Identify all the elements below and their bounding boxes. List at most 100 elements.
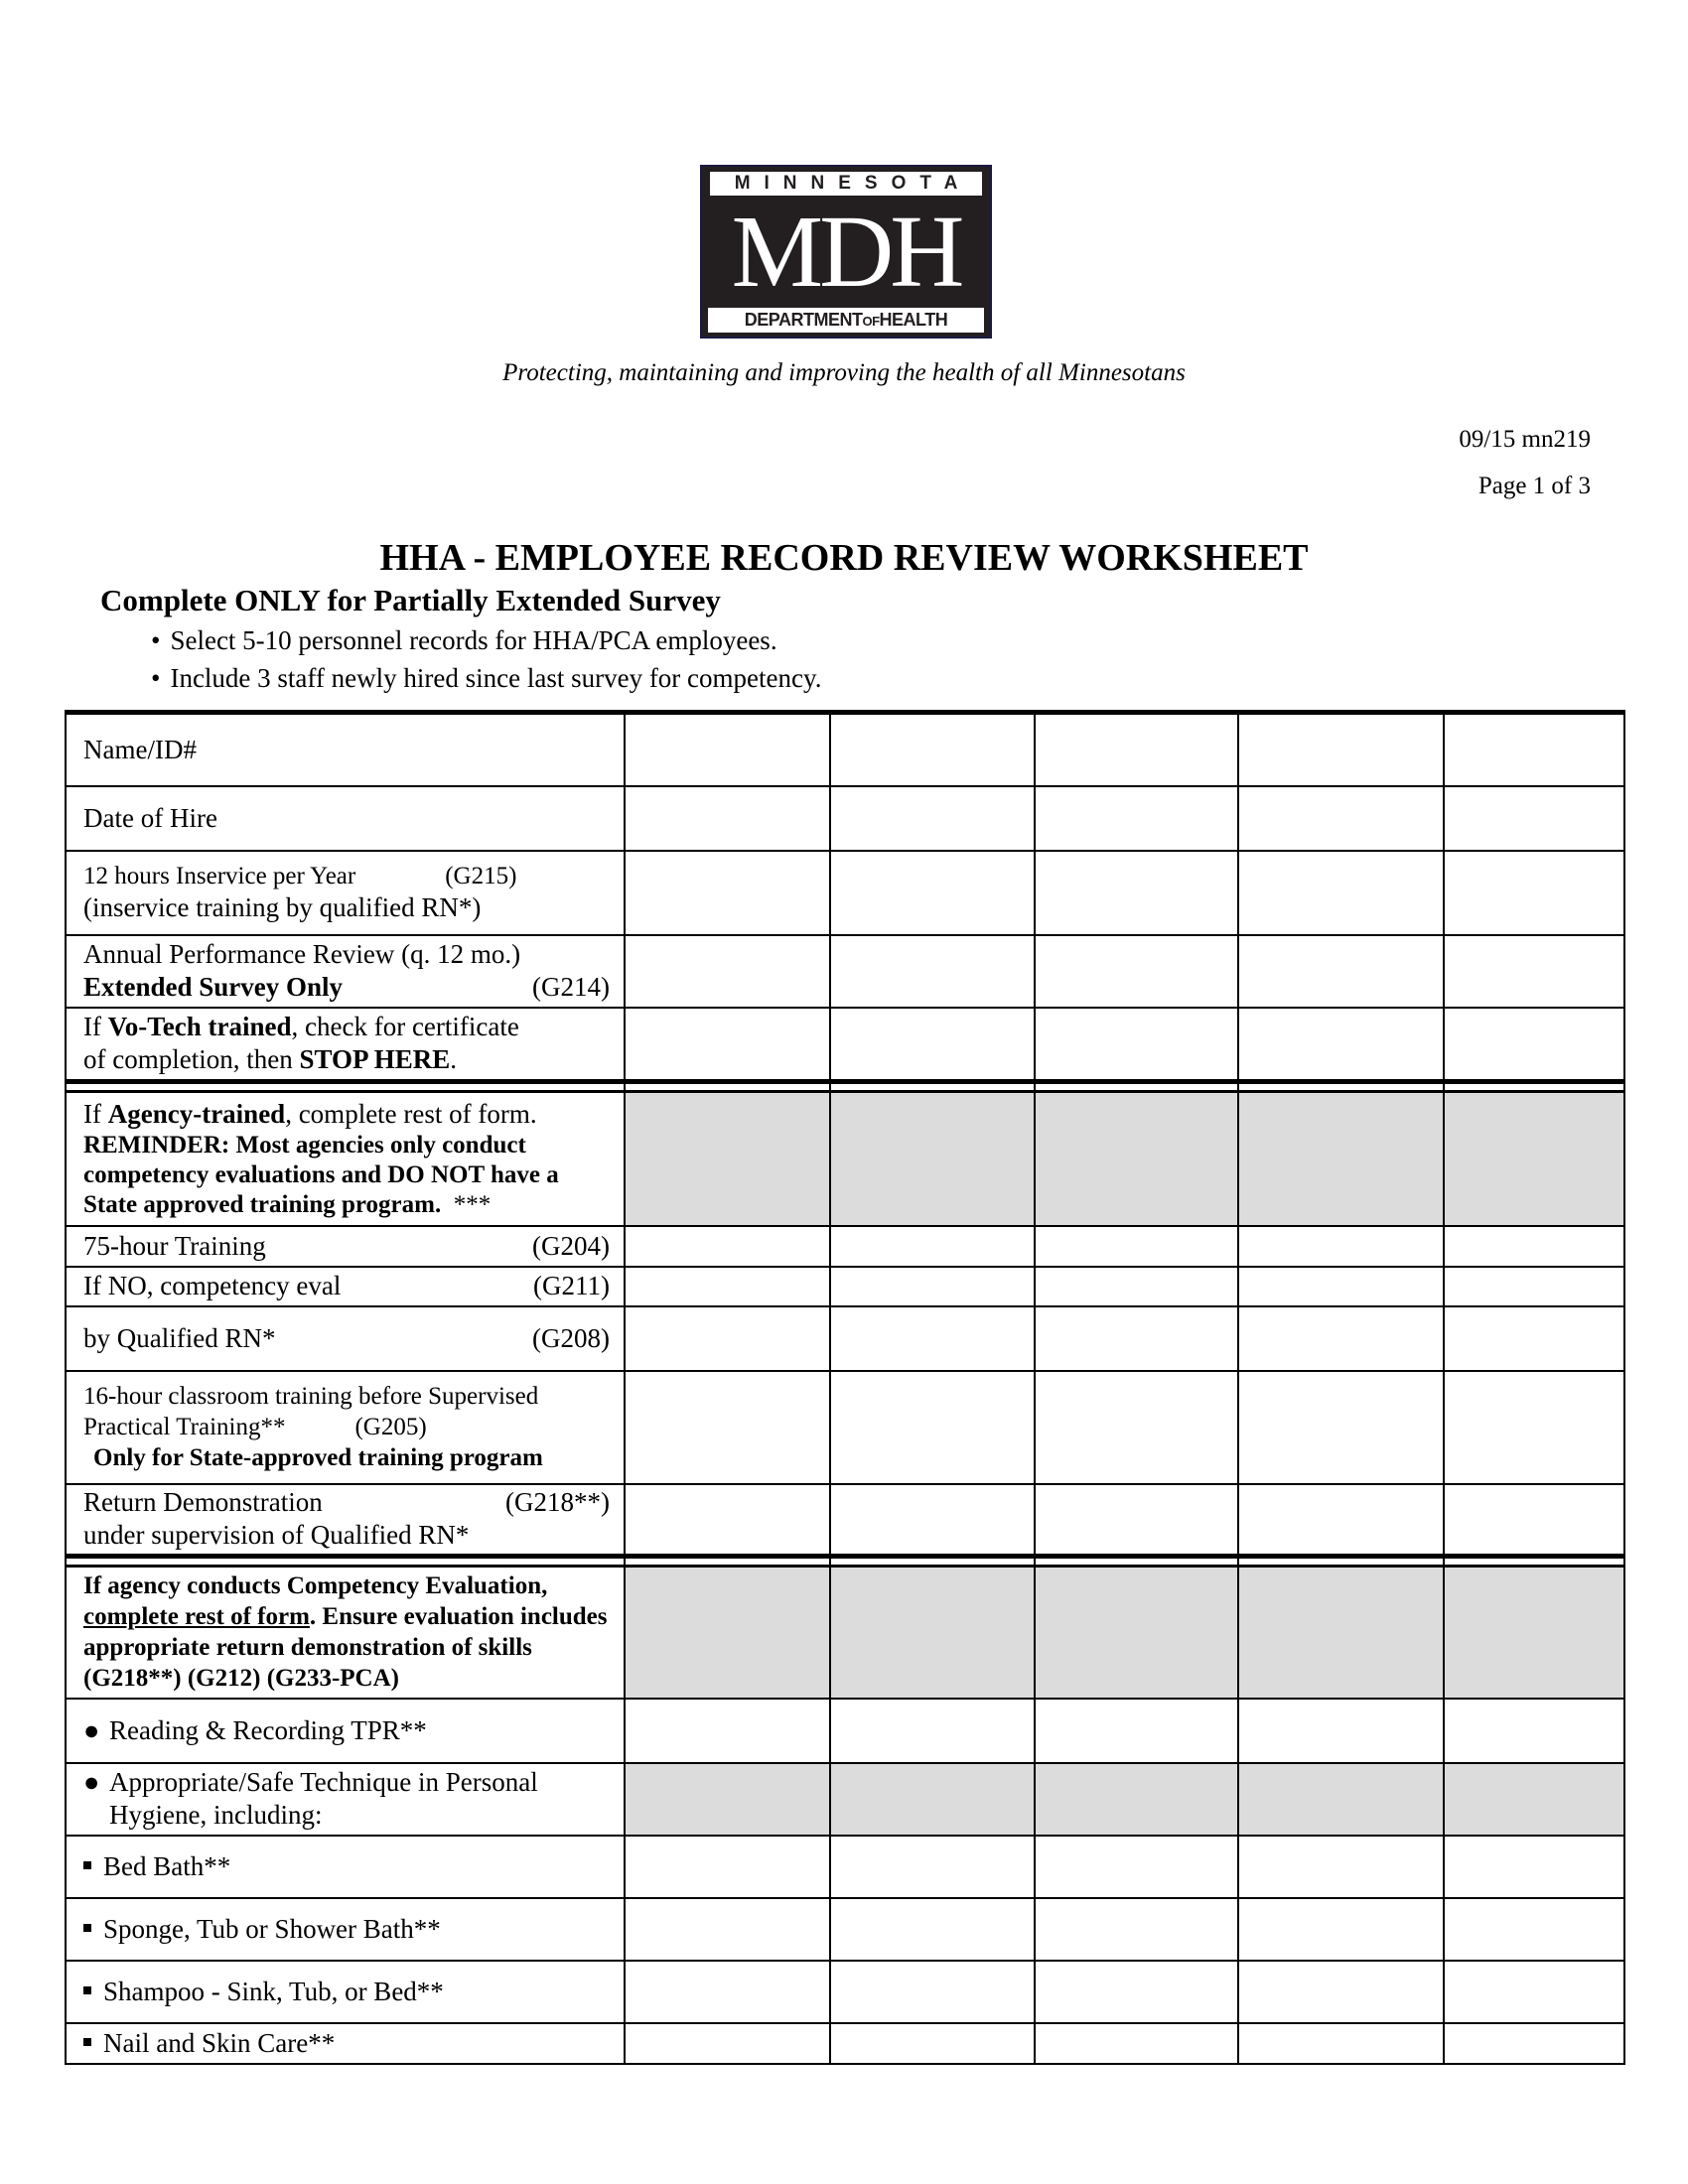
employee-1-cell[interactable] bbox=[624, 1959, 831, 2024]
row-shampoo: Shampoo - Sink, Tub, or Bed** bbox=[65, 1959, 1625, 2024]
employee-5-cell[interactable] bbox=[1443, 784, 1625, 852]
row-label: If Vo-Tech trained, check for certificat… bbox=[65, 1006, 626, 1083]
row-label: Bed Bath** bbox=[65, 1834, 626, 1899]
employee-5-cell[interactable] bbox=[1443, 1304, 1625, 1372]
employee-2-cell[interactable] bbox=[829, 1369, 1036, 1485]
employee-2-cell[interactable] bbox=[829, 1834, 1036, 1899]
row-nail-skin-care: Nail and Skin Care** bbox=[65, 2021, 1625, 2065]
row-label: 75-hour Training (G204) bbox=[65, 1224, 626, 1268]
row-label: ● Reading & Recording TPR** bbox=[65, 1697, 626, 1764]
section-divider bbox=[65, 1554, 1625, 1568]
employee-5-cell[interactable] bbox=[1443, 1834, 1625, 1899]
employee-4-cell[interactable] bbox=[1237, 1697, 1445, 1764]
employee-4-cell[interactable] bbox=[1237, 1834, 1445, 1899]
employee-4-cell[interactable] bbox=[1237, 2021, 1445, 2065]
employee-2-cell[interactable] bbox=[829, 784, 1036, 852]
employee-4-cell[interactable] bbox=[1237, 849, 1445, 936]
employee-3-cell[interactable] bbox=[1034, 1265, 1239, 1307]
employee-3-cell[interactable] bbox=[1034, 1006, 1239, 1083]
employee-2-cell[interactable] bbox=[829, 711, 1036, 787]
employee-4-cell[interactable] bbox=[1237, 711, 1445, 787]
employee-2-cell[interactable] bbox=[829, 1482, 1036, 1558]
employee-4-cell[interactable] bbox=[1237, 1896, 1445, 1962]
employee-5-cell[interactable] bbox=[1443, 1482, 1625, 1558]
employee-4-cell[interactable] bbox=[1237, 1482, 1445, 1558]
row-votech: If Vo-Tech trained, check for certificat… bbox=[65, 1006, 1625, 1083]
employee-5-cell[interactable] bbox=[1443, 849, 1625, 936]
employee-1-cell[interactable] bbox=[624, 1834, 831, 1899]
employee-5-cell[interactable] bbox=[1443, 1959, 1625, 2024]
employee-3-cell[interactable] bbox=[1034, 849, 1239, 936]
employee-4-cell[interactable] bbox=[1237, 933, 1445, 1009]
employee-5-cell[interactable] bbox=[1443, 933, 1625, 1009]
worksheet-table: Name/ID# Date of Hire 12 hours Inservice… bbox=[65, 710, 1625, 2065]
row-inservice: 12 hours Inservice per Year (G215) (inser… bbox=[65, 849, 1625, 936]
row-qualified-rn: by Qualified RN* (G208) bbox=[65, 1304, 1625, 1372]
employee-3-cell[interactable] bbox=[1034, 711, 1239, 787]
employee-3-cell[interactable] bbox=[1034, 1959, 1239, 2024]
row-label: Name/ID# bbox=[65, 711, 626, 787]
employee-5-cell[interactable] bbox=[1443, 1006, 1625, 1083]
employee-4-cell[interactable] bbox=[1237, 1959, 1445, 2024]
employee-2-cell[interactable] bbox=[829, 1265, 1036, 1307]
employee-1-cell[interactable] bbox=[624, 1304, 831, 1372]
employee-1-cell[interactable] bbox=[624, 1482, 831, 1558]
employee-4-cell[interactable] bbox=[1237, 1265, 1445, 1307]
row-label: 16-hour classroom training before Superv… bbox=[65, 1369, 626, 1485]
employee-2-cell[interactable] bbox=[829, 1697, 1036, 1764]
employee-5-cell[interactable] bbox=[1443, 1896, 1625, 1962]
employee-5-cell[interactable] bbox=[1443, 1224, 1625, 1268]
employee-2-cell[interactable] bbox=[829, 1224, 1036, 1268]
employee-1-cell[interactable] bbox=[624, 1369, 831, 1485]
section-divider bbox=[65, 1079, 1625, 1093]
employee-1-cell[interactable] bbox=[624, 1224, 831, 1268]
employee-2-cell[interactable] bbox=[829, 849, 1036, 936]
employee-4-cell[interactable] bbox=[1237, 784, 1445, 852]
employee-4-cell[interactable] bbox=[1237, 1369, 1445, 1485]
employee-5-cell[interactable] bbox=[1443, 1697, 1625, 1764]
row-label: Shampoo - Sink, Tub, or Bed** bbox=[65, 1959, 626, 2024]
row-agency-trained: If Agency-trained, complete rest of form… bbox=[65, 1090, 1625, 1227]
employee-1-cell[interactable] bbox=[624, 711, 831, 787]
employee-3-cell[interactable] bbox=[1034, 933, 1239, 1009]
employee-4-cell bbox=[1237, 1565, 1445, 1700]
employee-2-cell[interactable] bbox=[829, 933, 1036, 1009]
employee-3-cell[interactable] bbox=[1034, 2021, 1239, 2065]
logo-top-text: MINNESOTA bbox=[710, 172, 982, 196]
employee-5-cell[interactable] bbox=[1443, 1265, 1625, 1307]
employee-1-cell[interactable] bbox=[624, 1697, 831, 1764]
employee-2-cell[interactable] bbox=[829, 1304, 1036, 1372]
employee-5-cell[interactable] bbox=[1443, 711, 1625, 787]
row-75-hour-training: 75-hour Training (G204) bbox=[65, 1224, 1625, 1268]
row-sponge-bath: Sponge, Tub or Shower Bath** bbox=[65, 1896, 1625, 1962]
page-number: Page 1 of 3 bbox=[1477, 473, 1591, 499]
employee-3-cell[interactable] bbox=[1034, 1697, 1239, 1764]
employee-1-cell[interactable] bbox=[624, 933, 831, 1009]
employee-2-cell[interactable] bbox=[829, 1959, 1036, 2024]
employee-1-cell[interactable] bbox=[624, 1896, 831, 1962]
employee-1-cell[interactable] bbox=[624, 2021, 831, 2065]
employee-2-cell[interactable] bbox=[829, 2021, 1036, 2065]
employee-3-cell[interactable] bbox=[1034, 1482, 1239, 1558]
employee-5-cell[interactable] bbox=[1443, 2021, 1625, 2065]
employee-1-cell[interactable] bbox=[624, 784, 831, 852]
employee-4-cell[interactable] bbox=[1237, 1224, 1445, 1268]
employee-1-cell bbox=[624, 1761, 831, 1837]
row-label: Nail and Skin Care** bbox=[65, 2021, 626, 2065]
row-personal-hygiene: ● Appropriate/Safe Technique in Personal … bbox=[65, 1761, 1625, 1837]
employee-3-cell[interactable] bbox=[1034, 1304, 1239, 1372]
employee-3-cell[interactable] bbox=[1034, 784, 1239, 852]
employee-1-cell[interactable] bbox=[624, 1265, 831, 1307]
row-competency-eval: If NO, competency eval (G211) bbox=[65, 1265, 1625, 1307]
employee-5-cell[interactable] bbox=[1443, 1369, 1625, 1485]
employee-4-cell[interactable] bbox=[1237, 1006, 1445, 1083]
employee-2-cell[interactable] bbox=[829, 1896, 1036, 1962]
employee-4-cell[interactable] bbox=[1237, 1304, 1445, 1372]
employee-1-cell[interactable] bbox=[624, 1006, 831, 1083]
employee-3-cell[interactable] bbox=[1034, 1896, 1239, 1962]
employee-2-cell[interactable] bbox=[829, 1006, 1036, 1083]
employee-3-cell[interactable] bbox=[1034, 1369, 1239, 1485]
employee-1-cell[interactable] bbox=[624, 849, 831, 936]
employee-3-cell[interactable] bbox=[1034, 1224, 1239, 1268]
employee-3-cell[interactable] bbox=[1034, 1834, 1239, 1899]
